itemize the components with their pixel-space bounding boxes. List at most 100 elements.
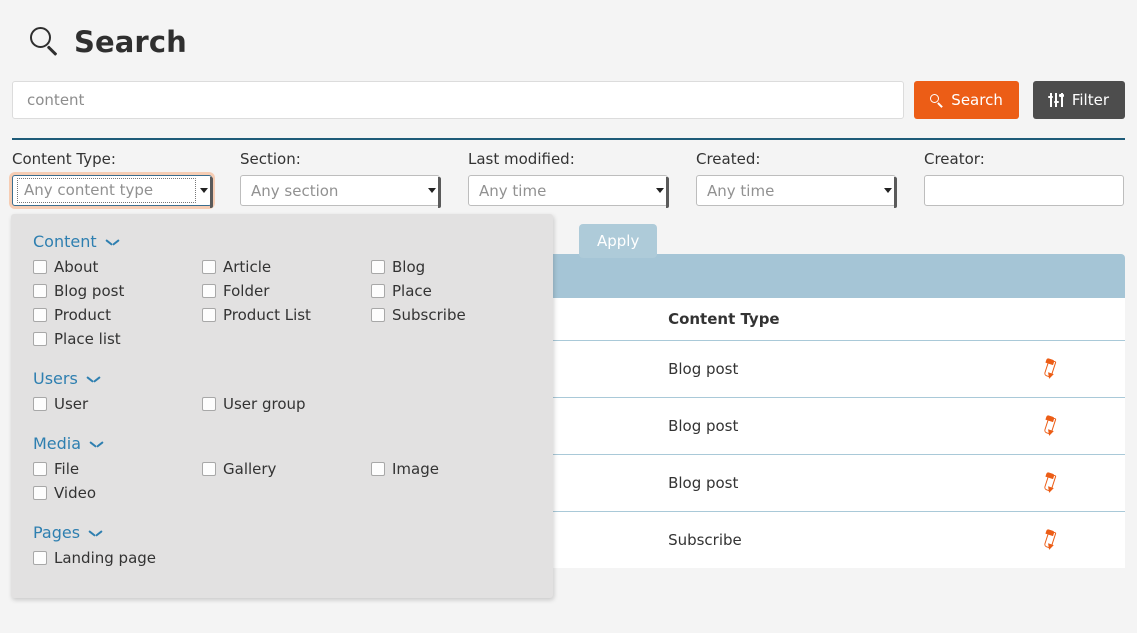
filter-field-creator: Creator:: [924, 150, 1137, 206]
chevron-down-icon: [87, 375, 100, 383]
last-modified-select[interactable]: Any time: [468, 175, 669, 208]
chevron-down-icon: [880, 176, 895, 205]
dropdown-group-content-toggle[interactable]: Content: [33, 232, 553, 251]
created-label: Created:: [696, 150, 761, 168]
checkbox-label: Landing page: [54, 549, 157, 567]
chevron-down-icon: [652, 176, 667, 205]
section-value: Any section: [251, 181, 339, 200]
edit-pencil-icon[interactable]: [1038, 528, 1060, 551]
checkbox-box[interactable]: [202, 397, 216, 411]
dropdown-group-pages-label: Pages: [33, 523, 81, 542]
checkbox-box[interactable]: [202, 308, 216, 322]
chevron-down-icon: [89, 529, 102, 537]
checkbox-item-about[interactable]: About: [33, 255, 202, 279]
search-button[interactable]: Search: [914, 81, 1019, 119]
checkbox-box[interactable]: [33, 397, 47, 411]
edit-pencil-icon[interactable]: [1038, 357, 1060, 380]
dropdown-group-media-toggle[interactable]: Media: [33, 434, 553, 453]
content-type-value: Any content type: [17, 178, 196, 203]
apply-row: Apply: [0, 206, 1137, 258]
chevron-down-icon: [424, 176, 439, 205]
checkbox-item-article[interactable]: Article: [202, 255, 371, 279]
checkbox-item-file[interactable]: File: [33, 457, 202, 481]
chevron-down-icon: [90, 440, 103, 448]
checkbox-box[interactable]: [371, 260, 385, 274]
creator-input[interactable]: [924, 175, 1124, 206]
checkbox-label: Product: [54, 306, 111, 324]
page-header: Search: [0, 0, 1137, 64]
column-header-type[interactable]: Content Type: [668, 298, 973, 341]
creator-label: Creator:: [924, 150, 985, 168]
search-button-label: Search: [951, 91, 1003, 109]
checkbox-item-gallery[interactable]: Gallery: [202, 457, 371, 481]
checkbox-item-landing-page[interactable]: Landing page: [33, 546, 202, 570]
checkbox-box[interactable]: [202, 462, 216, 476]
checkbox-item-place-list[interactable]: Place list: [33, 327, 202, 351]
checkbox-box[interactable]: [33, 284, 47, 298]
checkbox-box[interactable]: [33, 486, 47, 500]
checkbox-label: Folder: [223, 282, 270, 300]
section-select[interactable]: Any section: [240, 175, 441, 208]
checkbox-label: Gallery: [223, 460, 277, 478]
checkbox-item-blog[interactable]: Blog: [371, 255, 540, 279]
checkbox-box[interactable]: [202, 260, 216, 274]
search-icon: [930, 93, 943, 107]
checkbox-item-folder[interactable]: Folder: [202, 279, 371, 303]
checkbox-box[interactable]: [202, 284, 216, 298]
search-input[interactable]: [12, 81, 905, 119]
checkbox-box[interactable]: [33, 260, 47, 274]
checkbox-item-video[interactable]: Video: [33, 481, 202, 505]
created-value: Any time: [707, 181, 775, 200]
checkbox-label: Subscribe: [392, 306, 466, 324]
checkbox-item-place[interactable]: Place: [371, 279, 540, 303]
checkbox-box[interactable]: [33, 551, 47, 565]
cell-actions: [972, 397, 1125, 455]
checkbox-label: User: [54, 395, 89, 413]
checkbox-box[interactable]: [33, 308, 47, 322]
content-type-dropdown-panel[interactable]: Content About Article Blog Blog post: [11, 214, 553, 598]
checkbox-box[interactable]: [371, 462, 385, 476]
checkbox-label: Blog: [392, 258, 426, 276]
checkbox-label: User group: [223, 395, 306, 413]
dropdown-group-users-toggle[interactable]: Users: [33, 369, 553, 388]
checkbox-item-image[interactable]: Image: [371, 457, 540, 481]
checkbox-label: Blog post: [54, 282, 125, 300]
filter-field-created: Created: Any time: [696, 150, 924, 208]
content-type-select[interactable]: Any content type: [12, 175, 213, 208]
checkbox-label: File: [54, 460, 80, 478]
edit-pencil-icon[interactable]: [1038, 471, 1060, 494]
cell-type: Blog post: [668, 397, 973, 455]
dropdown-group-pages-toggle[interactable]: Pages: [33, 523, 553, 542]
checkbox-box[interactable]: [33, 462, 47, 476]
checkbox-label: Article: [223, 258, 272, 276]
checkbox-item-user[interactable]: User: [33, 392, 202, 416]
dropdown-group-users-label: Users: [33, 369, 78, 388]
dropdown-group-media-label: Media: [33, 434, 82, 453]
checkbox-box[interactable]: [33, 332, 47, 346]
cell-actions: [972, 454, 1125, 512]
apply-button[interactable]: Apply: [579, 224, 658, 258]
edit-pencil-icon[interactable]: [1038, 414, 1060, 437]
last-modified-label: Last modified:: [468, 150, 575, 168]
cell-actions: [972, 340, 1125, 398]
checkbox-item-subscribe[interactable]: Subscribe: [371, 303, 540, 327]
filter-field-section: Section: Any section: [240, 150, 468, 208]
last-modified-value: Any time: [479, 181, 547, 200]
checkbox-box[interactable]: [371, 284, 385, 298]
dropdown-group-users-options: User User group: [33, 392, 553, 416]
dropdown-group-pages: Pages Landing page: [11, 523, 553, 570]
checkbox-item-product-list[interactable]: Product List: [202, 303, 371, 327]
created-select[interactable]: Any time: [696, 175, 897, 208]
checkbox-label: Place: [392, 282, 432, 300]
sliders-icon: [1048, 93, 1065, 107]
checkbox-item-blog-post[interactable]: Blog post: [33, 279, 202, 303]
filter-button[interactable]: Filter: [1032, 81, 1125, 119]
checkbox-box[interactable]: [371, 308, 385, 322]
checkbox-item-user-group[interactable]: User group: [202, 392, 371, 416]
cell-type: Subscribe: [668, 511, 973, 568]
dropdown-group-users: Users User User group: [11, 369, 553, 416]
checkbox-item-product[interactable]: Product: [33, 303, 202, 327]
filter-field-last-modified: Last modified: Any time: [468, 150, 696, 208]
chevron-down-icon: [196, 176, 211, 205]
checkbox-label: Image: [392, 460, 439, 478]
